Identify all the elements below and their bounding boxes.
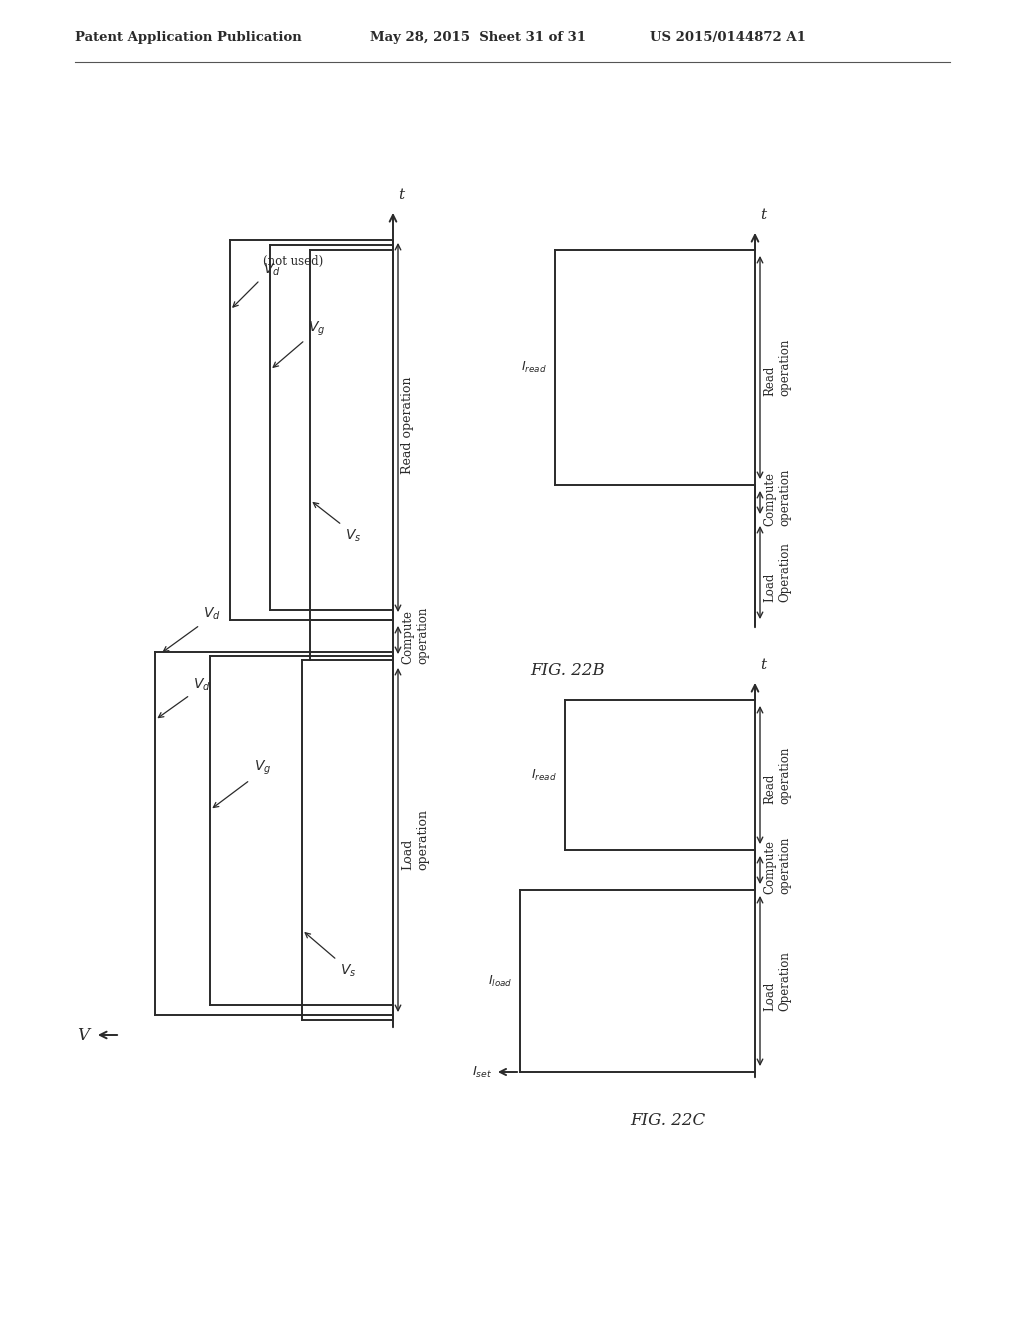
Text: $I_{set}$: $I_{set}$ [472, 1064, 492, 1080]
Text: t: t [760, 209, 766, 222]
Text: Read operation: Read operation [401, 376, 414, 474]
Text: Load
operation: Load operation [401, 809, 429, 870]
Text: $V_d$: $V_d$ [263, 261, 281, 279]
Text: V: V [77, 1027, 89, 1044]
Text: Load
Operation: Load Operation [763, 543, 791, 602]
Text: $I_{read}$: $I_{read}$ [521, 360, 547, 375]
Text: Compute
operation: Compute operation [763, 837, 791, 894]
Text: Compute
operation: Compute operation [401, 606, 429, 664]
Text: Read
operation: Read operation [763, 746, 791, 804]
Text: Read
operation: Read operation [763, 339, 791, 396]
Text: $V_d$: $V_d$ [203, 606, 221, 622]
Text: FIG. 22B: FIG. 22B [530, 663, 605, 678]
Text: $V_g$: $V_g$ [308, 319, 326, 338]
Text: $V_s$: $V_s$ [340, 964, 356, 979]
Text: May 28, 2015  Sheet 31 of 31: May 28, 2015 Sheet 31 of 31 [370, 32, 586, 45]
Text: Patent Application Publication: Patent Application Publication [75, 32, 302, 45]
Text: FIG. 22C: FIG. 22C [630, 1111, 706, 1129]
Text: Load
Operation: Load Operation [763, 952, 791, 1011]
Text: $I_{load}$: $I_{load}$ [487, 973, 512, 989]
Text: t: t [398, 187, 404, 202]
Text: $V_g$: $V_g$ [254, 759, 271, 777]
Text: $V_s$: $V_s$ [345, 528, 361, 544]
Text: $I_{read}$: $I_{read}$ [531, 767, 557, 783]
Text: $V_d$: $V_d$ [193, 677, 211, 693]
Text: Compute
operation: Compute operation [763, 469, 791, 527]
Text: US 2015/0144872 A1: US 2015/0144872 A1 [650, 32, 806, 45]
Text: (not used): (not used) [263, 255, 324, 268]
Text: t: t [760, 657, 766, 672]
